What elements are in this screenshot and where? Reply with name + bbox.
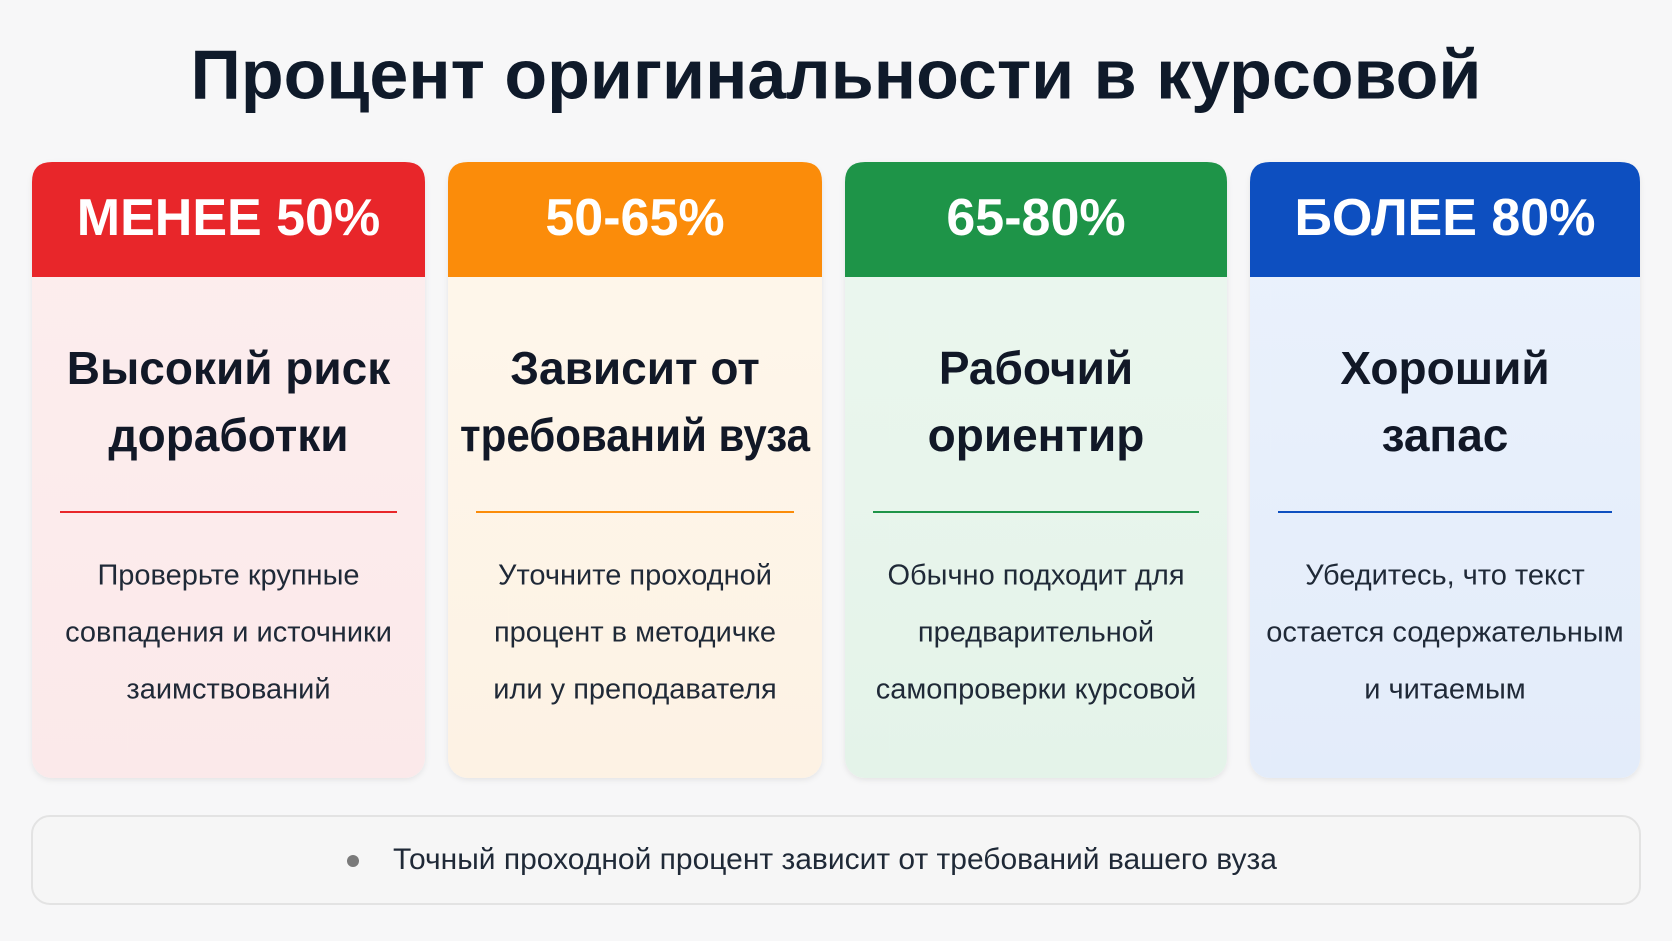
card-heading: Высокий риск xyxy=(67,342,392,394)
card-heading: Хороший xyxy=(1340,342,1549,394)
card-label: МЕНЕЕ 50% xyxy=(77,189,380,247)
card xyxy=(1250,162,1640,778)
card-text: предварительной xyxy=(918,617,1154,649)
card-header xyxy=(845,162,1227,277)
card xyxy=(32,162,425,778)
bullet xyxy=(347,855,359,867)
card-heading: Зависит от xyxy=(510,342,760,394)
card-text: совпадения и источники xyxy=(65,617,392,649)
card-text: заимствований xyxy=(126,674,330,706)
card-text: Убедитесь, что текст xyxy=(1305,560,1585,592)
card-label: 50-65% xyxy=(545,189,724,247)
card-text: процент в методичке xyxy=(494,617,776,649)
card-text: и читаемым xyxy=(1364,674,1526,706)
card-header xyxy=(448,162,822,277)
card-heading: доработки xyxy=(108,409,348,461)
card-text: или у преподавателя xyxy=(493,674,776,706)
card-header xyxy=(32,162,425,277)
card-label: БОЛЕЕ 80% xyxy=(1295,189,1596,247)
note-box xyxy=(31,815,1641,905)
card-text: Проверьте крупные xyxy=(97,560,359,592)
card-text: Обычно подходит для xyxy=(887,560,1184,592)
note-text: Точный проходной процент зависит от треб… xyxy=(393,843,1277,876)
card xyxy=(448,162,822,778)
card-heading: Рабочий xyxy=(939,342,1133,394)
card-label: 65-80% xyxy=(946,189,1125,247)
card xyxy=(845,162,1227,778)
card-heading: ориентир xyxy=(928,409,1145,461)
card-text: самопроверки курсовой xyxy=(876,674,1197,706)
card-text: остается содержательным xyxy=(1266,617,1623,649)
card-heading: запас xyxy=(1382,409,1509,461)
page-title: Процент оригинальности в курсовой xyxy=(191,35,1482,113)
card-header xyxy=(1250,162,1640,277)
card-text: Уточните проходной xyxy=(498,560,772,592)
card-heading: требований вуза xyxy=(460,409,810,461)
